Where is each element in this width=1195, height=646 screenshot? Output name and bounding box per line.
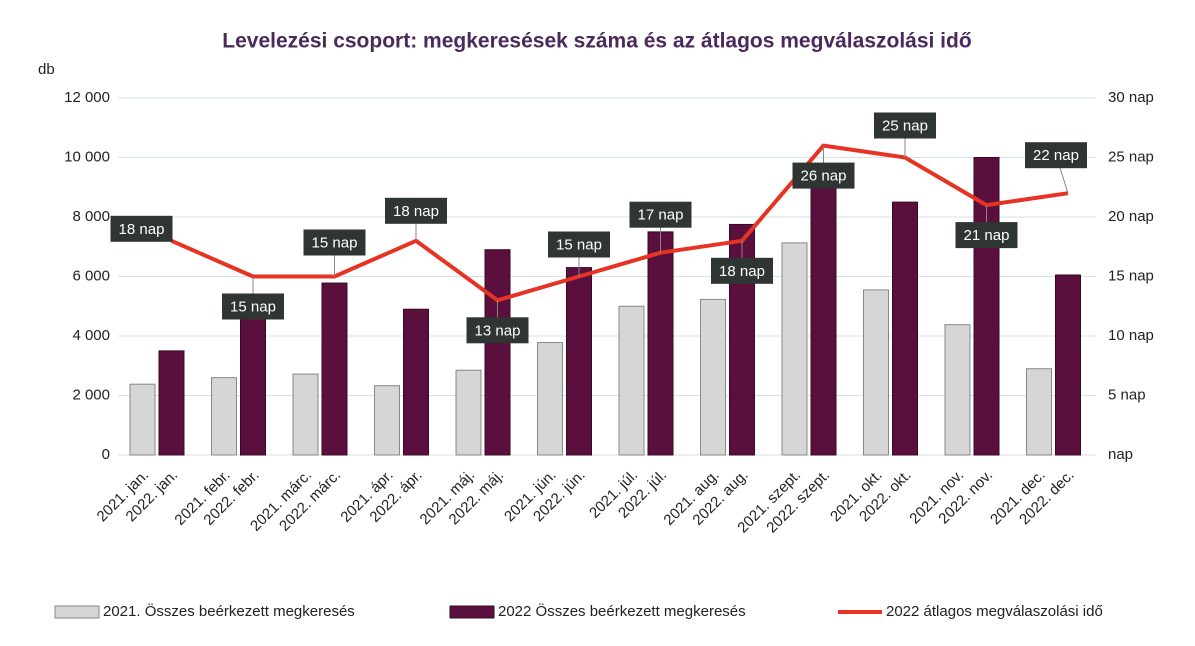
bar: [129, 383, 156, 456]
bar: [240, 310, 266, 456]
label-box: [711, 257, 773, 284]
y-tick-label: 12 000: [64, 89, 110, 106]
legend-label: 2022 átlagos megválaszolási idő: [886, 603, 1103, 620]
line: [170, 143, 1069, 303]
data-label: 15 nap: [556, 236, 602, 253]
y-tick-label: 8 000: [72, 208, 110, 225]
bar: [292, 373, 319, 456]
data-label: 22 nap: [1033, 147, 1079, 164]
bar: [1026, 368, 1052, 456]
data-label: 15 nap: [312, 234, 358, 251]
y2-tick-label: 5 nap: [1108, 386, 1146, 403]
bar: [1055, 274, 1081, 456]
data-label: 13 nap: [475, 322, 521, 339]
bar: [211, 377, 237, 456]
y-tick-label: 10 000: [64, 148, 110, 165]
y2-tick-label: 10 nap: [1108, 327, 1154, 344]
bar: [566, 267, 592, 456]
y-tick-label: 4 000: [72, 327, 110, 344]
data-label: 17 nap: [638, 207, 684, 224]
bar: [647, 231, 674, 456]
chart-title: Levelezési csoport: megkeresések száma é…: [222, 30, 971, 53]
legend-swatch: [449, 605, 495, 619]
y-axis-label: db: [38, 61, 55, 78]
y2-tick-label: 20 nap: [1108, 208, 1154, 225]
legend-label: 2022 Összes beérkezett megkeresés: [498, 602, 746, 620]
label-box: [222, 293, 284, 320]
label-box: [955, 222, 1018, 249]
legend-label: 2021. Összes beérkezett megkeresés: [103, 602, 355, 620]
label-box: [385, 197, 447, 224]
bar: [484, 249, 511, 456]
label-box: [874, 112, 936, 139]
label-box: [110, 215, 173, 242]
label-box: [629, 201, 692, 228]
bar: [944, 324, 971, 456]
bar: [810, 177, 837, 456]
bar: [537, 342, 563, 456]
bar: [403, 308, 429, 456]
data-label: 18 nap: [719, 263, 765, 280]
y2-tick-label: 30 nap: [1108, 89, 1154, 106]
bar: [455, 369, 482, 456]
y2-tick-label: 15 nap: [1108, 267, 1154, 284]
data-label: 21 nap: [964, 227, 1010, 244]
bar: [321, 282, 348, 456]
label-box: [1025, 142, 1087, 169]
data-label: 18 nap: [119, 221, 165, 238]
y2-tick-label: nap: [1108, 446, 1133, 463]
bar: [781, 242, 808, 456]
bar: [700, 298, 726, 456]
y-tick-label: 2 000: [72, 386, 110, 403]
legend-swatch: [54, 605, 100, 619]
y-tick-label: 0: [102, 446, 110, 463]
bar: [618, 305, 645, 456]
data-label: 25 nap: [882, 117, 928, 134]
data-label: 26 nap: [801, 168, 847, 185]
data-label: 15 nap: [230, 298, 276, 315]
data-label: 18 nap: [393, 203, 439, 220]
bar: [374, 385, 400, 456]
bar: [863, 289, 889, 456]
label-box: [548, 231, 610, 258]
label-box: [303, 229, 366, 256]
label-box: [792, 162, 855, 189]
y-tick-label: 6 000: [72, 267, 110, 284]
y2-tick-label: 25 nap: [1108, 148, 1154, 165]
label-box: [466, 317, 529, 344]
bar: [158, 350, 185, 456]
bar: [892, 201, 918, 456]
